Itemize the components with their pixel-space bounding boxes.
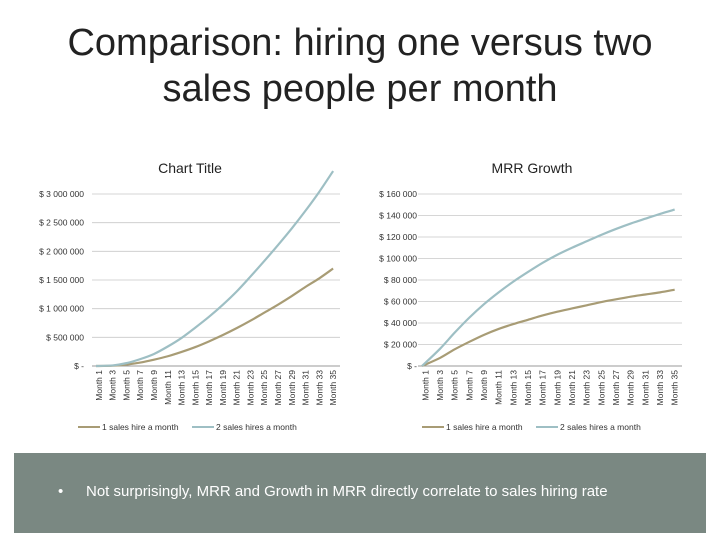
x-tick-label: Month 19 [552,370,562,406]
y-tick-label: $ 1 000 000 [39,304,84,314]
x-tick-label: Month 15 [523,370,533,406]
x-tick-label: Month 25 [259,370,269,406]
x-tick-label: Month 5 [121,370,131,401]
x-tick-label: Month 23 [582,370,592,406]
x-tick-label: Month 27 [273,370,283,406]
x-tick-label: Month 7 [135,370,145,401]
x-tick-label: Month 13 [508,370,518,406]
y-tick-label: $ 40 000 [384,318,417,328]
y-tick-label: $ 140 000 [379,211,417,221]
x-tick-label: Month 35 [670,370,680,406]
x-tick-label: Month 21 [232,370,242,406]
x-tick-label: Month 27 [611,370,621,406]
series-line-1 [95,267,334,368]
y-tick-label: $ 3 000 000 [39,189,84,199]
y-tick-label: $ 2 000 000 [39,246,84,256]
chart-right: MRR Growth $ - $ 20 000 $ 40 000 $ 60 000 $ 8… [379,160,682,432]
chart-title: Chart Title [158,160,222,176]
y-tick-label: $ 80 000 [384,275,417,285]
y-tick-label: $ 120 000 [379,232,417,242]
bullet-panel [14,453,706,533]
x-tick-label: Month 3 [435,370,445,401]
bullet-marker: • [58,483,64,500]
x-tick-label: Month 9 [149,370,159,401]
x-tick-label: Month 31 [301,370,311,406]
x-tick-label: Month 19 [218,370,228,406]
series-line-2 [421,208,675,367]
x-tick-label: Month 17 [538,370,548,406]
y-tick-label: $ 500 000 [46,332,84,342]
y-tick-label: $ 2 500 000 [39,218,84,228]
series-line-1 [421,288,675,368]
y-tick-label: $ 1 500 000 [39,275,84,285]
x-tick-label: Month 33 [314,370,324,406]
x-tick-label: Month 5 [450,370,460,401]
x-tick-label: Month 23 [245,370,255,406]
x-tick-label: Month 1 [420,370,430,401]
x-tick-label: Month 17 [204,370,214,406]
y-tick-label: $ 160 000 [379,189,417,199]
y-tick-label: $ - [74,361,84,371]
y-tick-label: $ - [407,361,417,371]
legend-label-1: 1 sales hire a month [446,422,523,432]
x-tick-label: Month 1 [94,370,104,401]
legend-label-2: 2 sales hires a month [560,422,641,432]
x-tick-label: Month 35 [328,370,338,406]
x-tick-label: Month 25 [596,370,606,406]
x-tick-label: Month 11 [494,370,504,405]
y-tick-label: $ 20 000 [384,340,417,350]
x-tick-label: Month 15 [190,370,200,406]
chart-title: MRR Growth [492,160,573,176]
x-tick-label: Month 7 [464,370,474,401]
y-tick-label: $ 100 000 [379,254,417,264]
x-tick-label: Month 29 [287,370,297,406]
x-tick-label: Month 21 [567,370,577,406]
bullet-text: Not surprisingly, MRR and Growth in MRR … [86,483,608,500]
x-tick-label: Month 13 [177,370,187,406]
x-tick-label: Month 33 [655,370,665,406]
y-tick-label: $ 60 000 [384,297,417,307]
slide-title: Comparison: hiring one versus two sales … [67,22,653,110]
x-tick-label: Month 31 [640,370,650,406]
series-line-2 [95,170,335,368]
legend-label-1: 1 sales hire a month [102,422,179,432]
x-tick-label: Month 29 [626,370,636,406]
chart-left: Chart Title $ - $ 500 000 $ 1 000 000 $ 1 50… [39,160,340,432]
x-tick-label: Month 3 [108,370,118,401]
x-tick-label: Month 9 [479,370,489,401]
x-tick-label: Month 11 [163,370,173,405]
legend-label-2: 2 sales hires a month [216,422,297,432]
